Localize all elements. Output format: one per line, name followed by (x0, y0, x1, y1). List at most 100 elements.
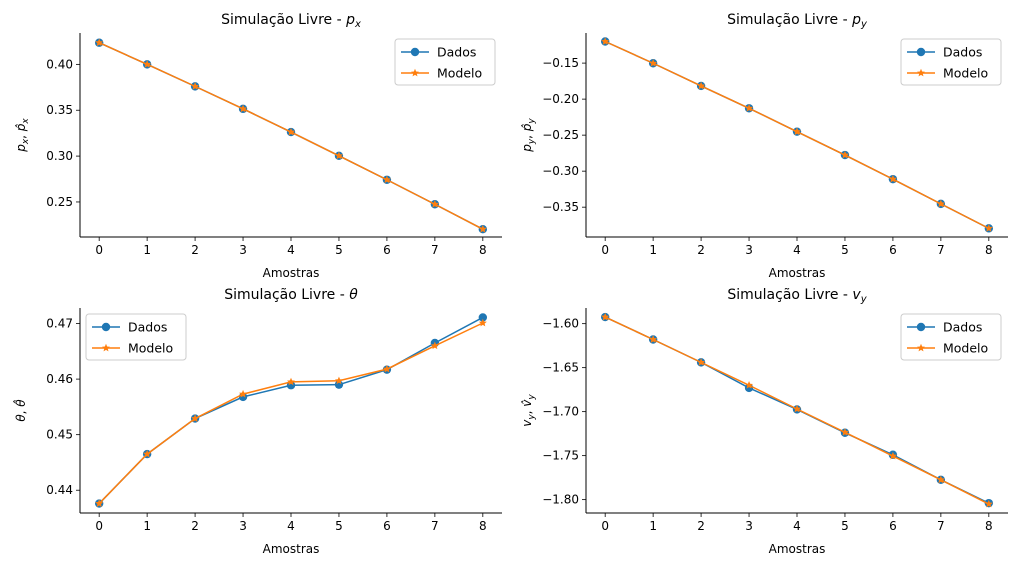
y-tick-label: −0.15 (542, 56, 579, 70)
x-tick-label: 7 (937, 519, 945, 533)
legend-marker-star (917, 343, 925, 352)
y-axis-label: py, p̂y (520, 118, 537, 153)
data-point-modelo (143, 449, 152, 458)
chart-panel-1: Simulação Livre - px 0 1 2 3 4 5 6 7 8 0.25 0.30 0.3… (14, 12, 502, 280)
data-point-modelo (143, 60, 152, 68)
y-tick-label: 0.40 (46, 57, 73, 71)
data-point-modelo (382, 364, 391, 373)
legend-marker-star (917, 68, 925, 77)
data-point-modelo (601, 312, 610, 321)
legend-label: Modelo (943, 341, 988, 356)
y-tick-label: −0.30 (542, 164, 579, 178)
data-point-modelo (239, 389, 248, 398)
x-tick-label: 6 (383, 243, 391, 257)
legend-label: Modelo (943, 66, 988, 81)
data-point-modelo (430, 341, 439, 350)
legend-label: Modelo (128, 341, 173, 356)
x-tick-label: 1 (143, 243, 151, 257)
x-tick-label: 1 (649, 519, 657, 533)
x-tick-label: 6 (889, 519, 897, 533)
y-tick-label: 0.45 (46, 428, 73, 442)
x-tick-label: 8 (479, 243, 487, 257)
data-point-modelo (745, 381, 754, 389)
y-tick-label: 0.25 (46, 195, 73, 209)
legend-marker-star (102, 343, 110, 352)
y-tick-label: 0.46 (46, 372, 73, 386)
legend-marker-circle (916, 47, 926, 57)
chart-title: Simulação Livre - px (221, 12, 361, 30)
data-point-modelo (239, 104, 248, 113)
data-point-modelo (382, 175, 391, 184)
data-point-modelo (649, 335, 658, 343)
x-tick-label: 4 (793, 243, 801, 257)
y-tick-label: 0.35 (46, 103, 73, 117)
chart-title: Simulação Livre - θ (224, 287, 358, 303)
x-tick-label: 3 (239, 519, 247, 533)
legend: Dados Modelo (900, 313, 1002, 361)
data-point-modelo (840, 150, 849, 159)
legend: Dados Modelo (900, 38, 1002, 86)
y-tick-label: −0.25 (542, 128, 579, 142)
series-modelo (95, 38, 487, 233)
data-point-modelo (334, 151, 343, 160)
y-tick-label: −1.80 (542, 493, 579, 507)
data-point-modelo (793, 404, 801, 413)
legend-label: Dados (943, 45, 982, 60)
data-point-modelo (793, 127, 801, 136)
x-tick-label: 0 (601, 243, 609, 257)
x-tick-label: 4 (287, 243, 295, 257)
x-tick-label: 2 (191, 519, 199, 533)
x-tick-label: 8 (985, 243, 993, 257)
data-point-modelo (936, 475, 945, 484)
x-axis-label: Amostras (769, 266, 826, 280)
x-tick-label: 2 (697, 519, 705, 533)
data-point-modelo (840, 428, 849, 436)
data-point-dados (334, 380, 344, 389)
chart-panel-2: Simulação Livre - py 0 1 2 3 4 5 6 7 8 −0.35 −0.30 −… (520, 12, 1008, 280)
x-tick-label: 4 (287, 519, 295, 533)
data-point-modelo (478, 318, 487, 327)
chart-title: Simulação Livre - py (727, 12, 868, 30)
data-point-modelo (984, 499, 993, 508)
x-axis-label: Amostras (769, 542, 826, 556)
data-point-modelo (888, 174, 897, 183)
legend-label: Dados (437, 45, 476, 60)
y-tick-label: −0.35 (542, 200, 579, 214)
x-tick-label: 7 (937, 243, 945, 257)
y-axis-label: vy, v̂y (520, 394, 537, 427)
data-point-modelo (95, 38, 104, 47)
x-tick-label: 1 (649, 243, 657, 257)
legend: Dados Modelo (85, 313, 187, 361)
series-modelo (95, 318, 487, 507)
x-tick-label: 8 (479, 519, 487, 533)
x-tick-label: 7 (431, 243, 439, 257)
data-point-modelo (936, 199, 945, 208)
x-tick-label: 8 (985, 519, 993, 533)
data-point-modelo (601, 37, 610, 45)
x-tick-label: 0 (95, 243, 103, 257)
x-tick-label: 5 (335, 243, 343, 257)
series-modelo (601, 37, 993, 232)
data-point-modelo (697, 81, 706, 90)
chart-title: Simulação Livre - vy (727, 287, 867, 305)
data-point-modelo (984, 224, 993, 232)
data-point-modelo (287, 377, 295, 386)
x-tick-label: 6 (889, 243, 897, 257)
data-point-modelo (888, 451, 897, 460)
y-tick-label: 0.47 (46, 317, 73, 331)
x-axis-label: Amostras (263, 542, 320, 556)
x-tick-label: 3 (239, 243, 247, 257)
y-axis-label: px, p̂x (14, 118, 31, 153)
x-tick-label: 1 (143, 519, 151, 533)
y-tick-label: −0.20 (542, 92, 579, 106)
data-point-modelo (287, 127, 295, 136)
x-tick-label: 5 (841, 243, 849, 257)
legend: Dados Modelo (394, 38, 496, 86)
data-point-modelo (478, 225, 487, 233)
legend-marker-circle (916, 322, 926, 332)
data-point-modelo (191, 82, 200, 90)
legend-marker-circle (410, 47, 420, 57)
data-point-dados (478, 313, 488, 322)
y-tick-label: 0.30 (46, 149, 73, 163)
